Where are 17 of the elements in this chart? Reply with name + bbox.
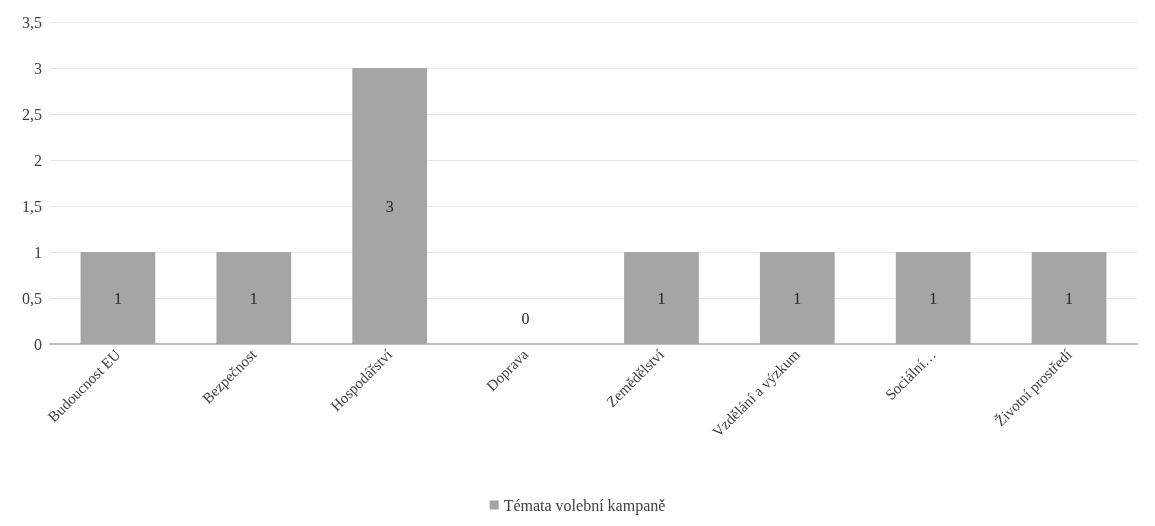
data-label: 1 — [793, 289, 802, 307]
y-tick-label: 1,5 — [22, 197, 42, 215]
data-label: 1 — [929, 289, 938, 307]
y-tick-label: 0,5 — [22, 289, 42, 307]
data-label: 1 — [249, 289, 258, 307]
data-label: 0 — [521, 309, 530, 327]
y-tick-label: 2 — [34, 151, 42, 169]
y-tick-label: 3 — [34, 59, 42, 77]
y-tick-label: 1 — [34, 243, 42, 261]
y-tick-label: 0 — [34, 335, 42, 353]
data-label: 1 — [1065, 289, 1074, 307]
y-tick-label: 2,5 — [22, 105, 42, 123]
data-label: 3 — [385, 197, 394, 215]
y-tick-label: 3,5 — [22, 13, 42, 31]
data-label: 1 — [657, 289, 666, 307]
data-label: 1 — [113, 289, 122, 307]
legend-label: Témata volební kampaně — [503, 496, 666, 515]
